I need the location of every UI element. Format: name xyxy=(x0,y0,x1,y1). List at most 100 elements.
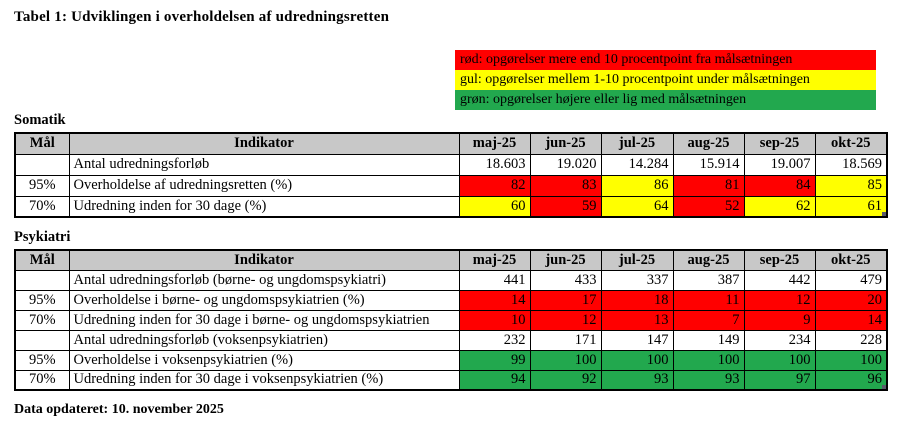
col-header-month: jul-25 xyxy=(600,249,674,271)
value-cell: 232 xyxy=(458,329,531,351)
value-cell: 18.569 xyxy=(814,153,888,176)
value-cell: 147 xyxy=(600,329,674,351)
indicator-cell: Overholdelse i voksenpsykiatrien (%) xyxy=(68,349,460,371)
data-updated-note: Data opdateret: 10. november 2025 xyxy=(14,402,224,417)
indicator-cell: Udredning inden for 30 dage i voksenpsyk… xyxy=(68,369,460,391)
col-header-month: maj-25 xyxy=(458,249,531,271)
indicator-cell: Antal udredningsforløb xyxy=(68,153,460,176)
value-cell: 228 xyxy=(814,329,888,351)
col-header-month: jul-25 xyxy=(600,132,674,155)
indicator-cell: Antal udredningsforløb (børne- og ungdom… xyxy=(68,269,460,291)
value-cell: 19.007 xyxy=(743,153,816,176)
table-row: Antal udredningsforløb (voksenpsykiatrie… xyxy=(14,329,888,351)
table-row: 95% Overholdelse i voksenpsykiatrien (%) 9… xyxy=(14,349,888,371)
indicator-cell: Udredning inden for 30 dage i børne- og … xyxy=(68,309,460,331)
value-cell: 86 xyxy=(600,174,674,197)
value-cell: 97 xyxy=(743,369,816,391)
goal-cell: 70% xyxy=(14,369,70,391)
value-cell: 100 xyxy=(814,349,888,371)
section-label-somatik: Somatik xyxy=(14,112,66,128)
col-header-goal: Mål xyxy=(14,132,70,155)
value-cell: 99 xyxy=(458,349,531,371)
value-cell: 149 xyxy=(672,329,745,351)
value-cell: 52 xyxy=(672,195,745,218)
indicator-cell: Udredning inden for 30 dage (%) xyxy=(68,195,460,218)
value-cell: 433 xyxy=(529,269,602,291)
section-label-psykiatri: Psykiatri xyxy=(14,229,71,245)
table-row: 95% Overholdelse i børne- og ungdomspsyki… xyxy=(14,289,888,311)
value-cell: 171 xyxy=(529,329,602,351)
value-cell: 12 xyxy=(743,289,816,311)
table-row: 95% Overholdelse af udredningsretten (%) 8… xyxy=(14,174,888,197)
value-cell: 94 xyxy=(458,369,531,391)
col-header-month: okt-25 xyxy=(814,249,888,271)
goal-cell: 70% xyxy=(14,309,70,331)
col-header-month: aug-25 xyxy=(672,249,745,271)
table-row: 70% Udredning inden for 30 dage i voksenp… xyxy=(14,369,888,391)
value-cell: 479 xyxy=(814,269,888,291)
table-row: 70% Udredning inden for 30 dage (%) 60 59 64… xyxy=(14,195,888,218)
col-header-goal: Mål xyxy=(14,249,70,271)
psykiatri-table: Mål Indikator maj-25 jun-25 jul-25 aug-25 sep-… xyxy=(14,249,888,391)
value-cell: 234 xyxy=(743,329,816,351)
indicator-cell: Overholdelse i børne- og ungdomspsykiatr… xyxy=(68,289,460,311)
goal-cell xyxy=(14,269,70,291)
value-cell: 93 xyxy=(600,369,674,391)
value-cell: 337 xyxy=(600,269,674,291)
value-cell: 81 xyxy=(672,174,745,197)
table-row: 70% Udredning inden for 30 dage i børne- … xyxy=(14,309,888,331)
value-cell: 83 xyxy=(529,174,602,197)
col-header-month: okt-25 xyxy=(814,132,888,155)
page-title: Tabel 1: Udviklingen i overholdelsen af … xyxy=(14,9,390,25)
value-cell: 9 xyxy=(743,309,816,331)
goal-cell: 95% xyxy=(14,174,70,197)
value-cell: 15.914 xyxy=(672,153,745,176)
value-cell: 11 xyxy=(672,289,745,311)
value-cell: 14 xyxy=(814,309,888,331)
col-header-month: maj-25 xyxy=(458,132,531,155)
value-cell: 100 xyxy=(743,349,816,371)
col-header-month: sep-25 xyxy=(743,249,816,271)
value-cell: 93 xyxy=(672,369,745,391)
value-cell: 10 xyxy=(458,309,531,331)
table-row: Antal udredningsforløb 18.603 19.020 14.284… xyxy=(14,153,888,176)
indicator-cell: Overholdelse af udredningsretten (%) xyxy=(68,174,460,197)
value-cell: 13 xyxy=(600,309,674,331)
col-header-month: jun-25 xyxy=(529,249,602,271)
goal-cell: 95% xyxy=(14,349,70,371)
value-cell: 82 xyxy=(458,174,531,197)
value-cell: 61 xyxy=(814,195,888,218)
value-cell: 442 xyxy=(743,269,816,291)
goal-cell xyxy=(14,329,70,351)
somatik-table: Mål Indikator maj-25 jun-25 jul-25 aug-25 sep-… xyxy=(14,132,888,218)
value-cell: 100 xyxy=(529,349,602,371)
value-cell: 96 xyxy=(814,369,888,391)
legend-item-yellow: gul: opgørelser mellem 1-10 procentpoint… xyxy=(455,70,876,90)
value-cell: 64 xyxy=(600,195,674,218)
legend-item-green: grøn: opgørelser højere eller lig med må… xyxy=(455,90,876,110)
value-cell: 14.284 xyxy=(600,153,674,176)
value-cell: 441 xyxy=(458,269,531,291)
col-header-month: aug-25 xyxy=(672,132,745,155)
value-cell: 84 xyxy=(743,174,816,197)
legend-item-red: rød: opgørelser mere end 10 procentpoint… xyxy=(455,50,876,70)
value-cell: 12 xyxy=(529,309,602,331)
value-cell: 19.020 xyxy=(529,153,602,176)
value-cell: 18.603 xyxy=(458,153,531,176)
value-cell: 20 xyxy=(814,289,888,311)
value-cell: 62 xyxy=(743,195,816,218)
indicator-cell: Antal udredningsforløb (voksenpsykiatrie… xyxy=(68,329,460,351)
value-cell: 14 xyxy=(458,289,531,311)
value-cell: 59 xyxy=(529,195,602,218)
value-cell: 92 xyxy=(529,369,602,391)
table-row: Antal udredningsforløb (børne- og ungdom… xyxy=(14,269,888,291)
value-cell: 18 xyxy=(600,289,674,311)
value-cell: 17 xyxy=(529,289,602,311)
value-cell: 100 xyxy=(672,349,745,371)
header-row: Mål Indikator maj-25 jun-25 jul-25 aug-25 sep-… xyxy=(14,132,888,155)
col-header-indicator: Indikator xyxy=(68,132,460,155)
value-cell: 7 xyxy=(672,309,745,331)
header-row: Mål Indikator maj-25 jun-25 jul-25 aug-25 sep-… xyxy=(14,249,888,271)
goal-cell: 95% xyxy=(14,289,70,311)
